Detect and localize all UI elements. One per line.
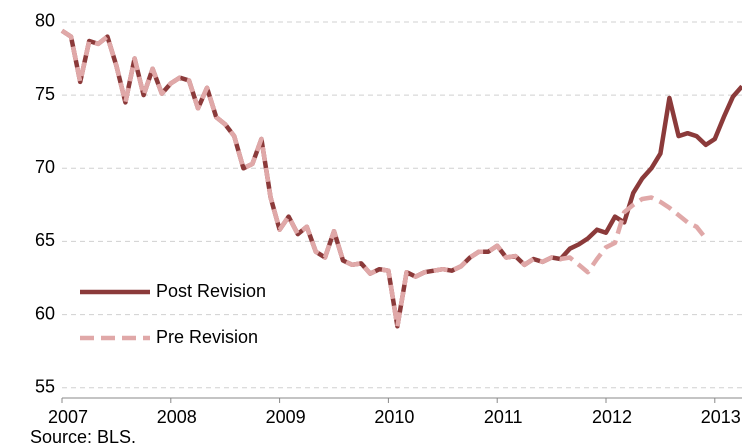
- x-tick-label: 2012: [592, 407, 632, 427]
- source-note: Source: BLS.: [30, 427, 136, 447]
- y-tick-label: 70: [35, 157, 55, 177]
- x-tick-label: 2008: [157, 407, 197, 427]
- x-tick-label: 2013: [701, 407, 741, 427]
- y-tick-label: 65: [35, 230, 55, 250]
- y-tick-label: 80: [35, 11, 55, 31]
- x-tick-label: 2009: [266, 407, 306, 427]
- y-tick-label: 55: [35, 377, 55, 397]
- y-tick-label: 60: [35, 303, 55, 323]
- x-tick-label: 2010: [374, 407, 414, 427]
- series-line: [60, 28, 708, 329]
- x-tick-label: 2011: [484, 407, 523, 427]
- legend-label: Pre Revision: [156, 327, 258, 347]
- x-tick-label: 2007: [48, 407, 88, 427]
- legend-label: Post Revision: [156, 281, 266, 301]
- y-tick-label: 75: [35, 84, 55, 104]
